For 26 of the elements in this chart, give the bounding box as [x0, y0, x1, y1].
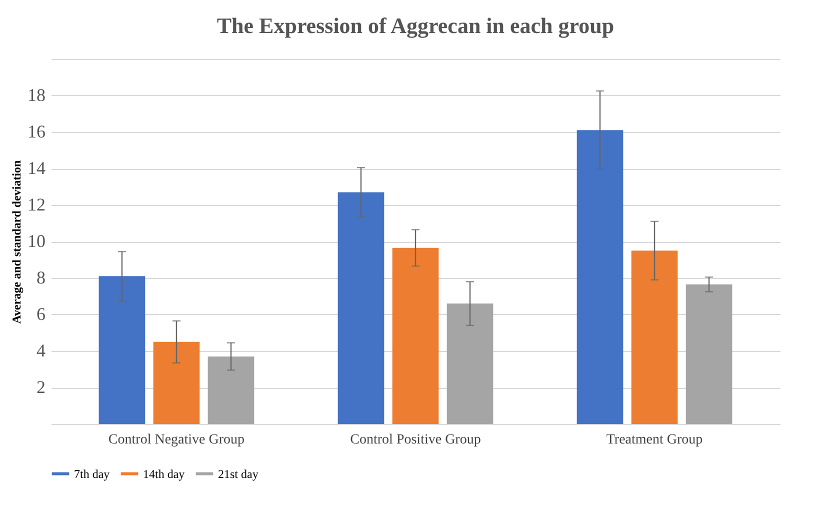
bar [392, 248, 439, 424]
bar [338, 192, 384, 424]
legend-label: 21st day [218, 466, 258, 481]
x-tick-label: Control Negative Group [108, 432, 245, 448]
bar [576, 130, 624, 424]
x-tick-label: Treatment Group [606, 432, 703, 448]
y-tick-label: 6 [36, 304, 46, 324]
bar [153, 342, 200, 424]
y-tick-label: 8 [36, 268, 46, 288]
y-tick-label: 16 [28, 122, 46, 142]
chart-title: The Expression of Aggrecan in each group [216, 13, 614, 38]
bar [686, 284, 732, 424]
bar [631, 250, 678, 424]
y-tick-label: 14 [28, 158, 46, 178]
legend-label: 14th day [143, 466, 185, 481]
y-tick-label: 2 [36, 377, 46, 397]
y-tick-label: 4 [36, 340, 46, 360]
bar [208, 356, 254, 424]
y-axis-title: Average and standard deviation [10, 160, 24, 324]
y-tick-label: 18 [28, 85, 46, 105]
legend-label: 7th day [74, 466, 110, 481]
x-tick-label: Control Positive Group [350, 432, 481, 448]
y-tick-label: 12 [28, 194, 46, 214]
bar [446, 304, 494, 424]
y-tick-label: 10 [28, 231, 46, 251]
bar [98, 276, 146, 424]
